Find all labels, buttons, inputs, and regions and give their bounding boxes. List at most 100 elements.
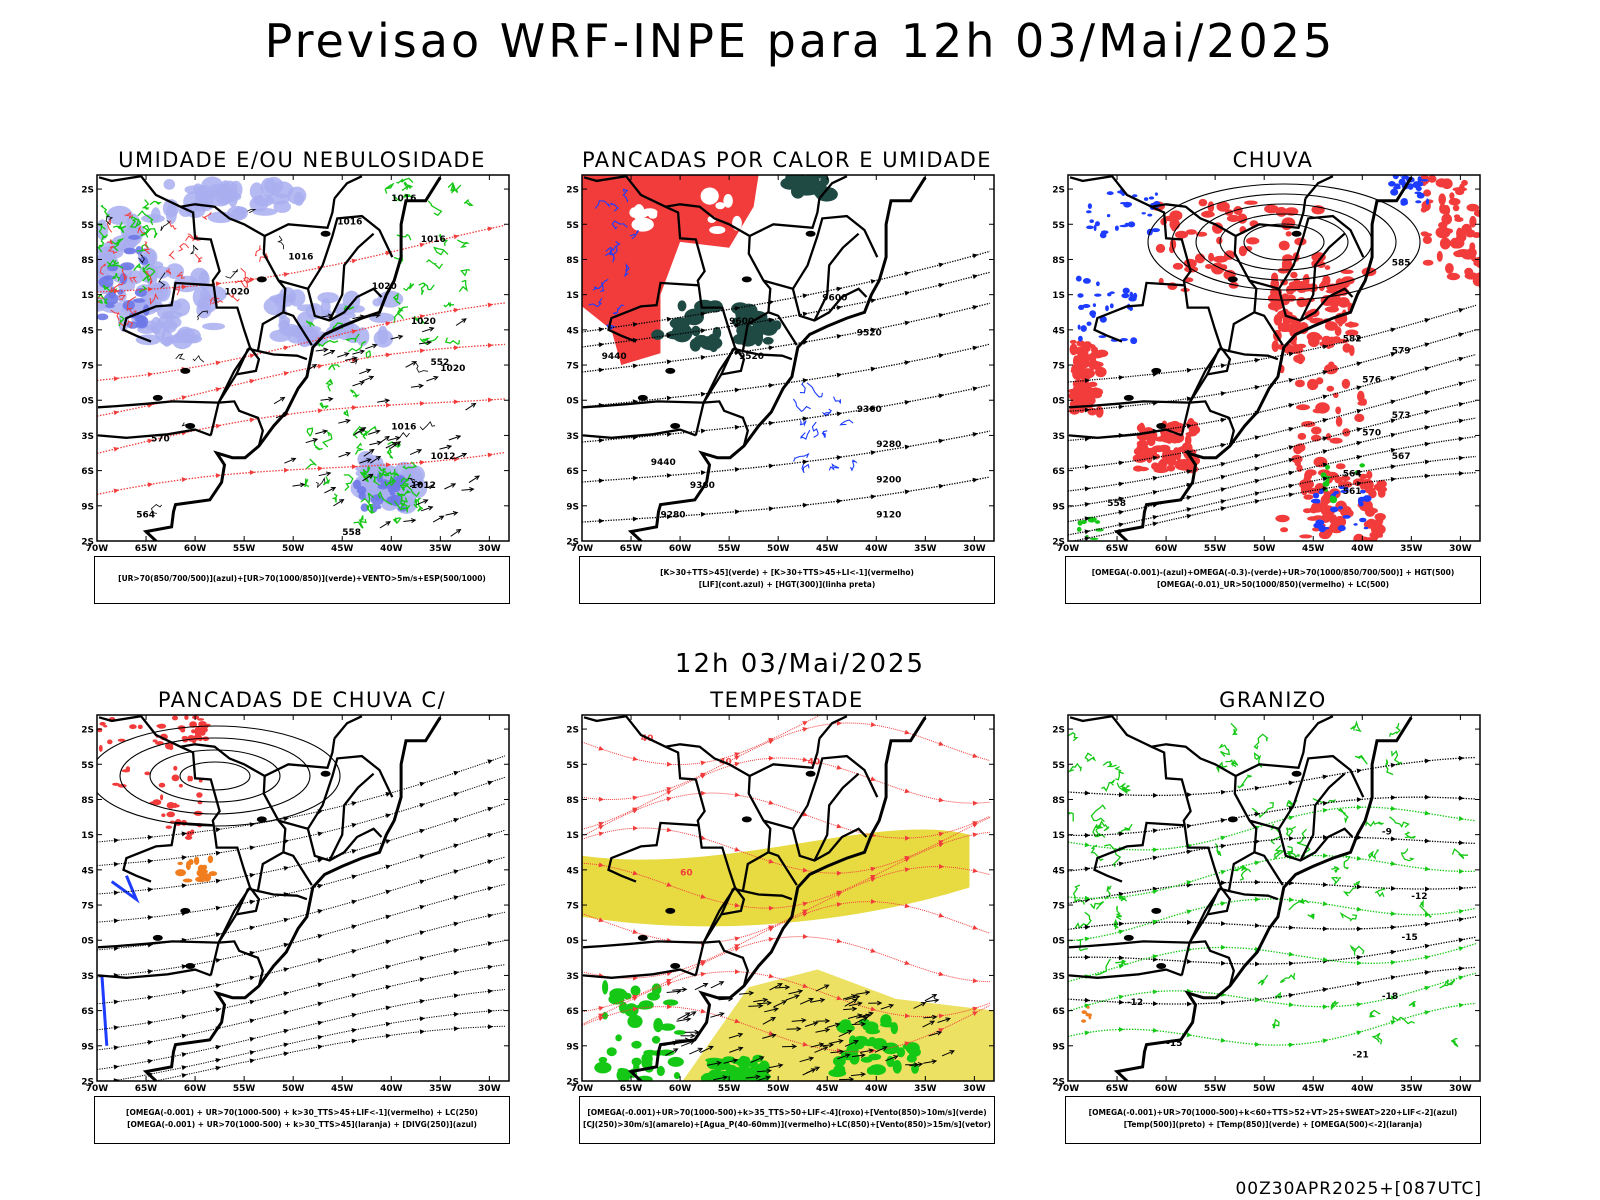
- lat-tick-label: 39S: [567, 1042, 579, 1052]
- lake: [665, 907, 676, 914]
- panel-legend: [OMEGA(-0.001)+UR>70(1000-500)+k<60+TTS>…: [1065, 1096, 1481, 1144]
- lon-tick-label: 70W: [571, 1084, 594, 1094]
- lat-tick-label: 42S: [82, 538, 94, 548]
- lake: [1227, 276, 1238, 283]
- lon-tick-label: 45W: [816, 544, 839, 554]
- lon-tick-label: 35W: [914, 544, 937, 554]
- contour-label: 1012: [411, 481, 436, 491]
- contour-line: [1068, 304, 1477, 383]
- lat-tick-label: 30S: [567, 397, 579, 407]
- contour-line: [582, 384, 991, 443]
- contour-line: [97, 911, 506, 1005]
- lon-tick-label: 30W: [1449, 544, 1472, 554]
- map-frame: [96, 714, 510, 1082]
- panel-title: TEMPESTADE: [710, 688, 864, 712]
- panel-pancadas-calor: PANCADAS POR CALOR E UMIDADE 9600 9520 9440…: [567, 148, 1007, 618]
- main-title: Previsao WRF-INPE para 12h 03/Mai/2025: [264, 14, 1336, 68]
- lake: [741, 276, 752, 283]
- lat-tick-label: 12S: [82, 186, 94, 196]
- map-frame: [1067, 174, 1481, 542]
- contour-label: 1020: [372, 282, 397, 292]
- forecast-map: -12 -15 -18 -21 -12 -15 -9 12S 15S 18S 21S 24S 27S 30…: [1053, 714, 1481, 1094]
- contour-label: -15: [1402, 933, 1418, 943]
- lon-tick-label: 60W: [184, 1084, 207, 1094]
- lake: [152, 934, 163, 941]
- contour-line: [97, 776, 506, 867]
- lon-tick-label: 60W: [1155, 544, 1178, 554]
- lat-tick-label: 21S: [1053, 291, 1065, 301]
- contour-line: [1070, 471, 1477, 541]
- lon-tick-label: 50W: [1253, 544, 1276, 554]
- lon-tick-label: 50W: [767, 1084, 790, 1094]
- contour-label: 573: [1392, 411, 1411, 421]
- valid-time-title: 12h 03/Mai/2025: [674, 649, 926, 679]
- lat-tick-label: 21S: [1053, 831, 1065, 841]
- contour-label: 585: [1392, 258, 1411, 268]
- contour-label: 582: [1343, 335, 1362, 345]
- lake: [670, 423, 681, 429]
- lake: [1156, 963, 1167, 969]
- contour-label: -21: [1353, 1051, 1369, 1061]
- lake: [1151, 367, 1162, 374]
- contour-line: [1068, 916, 1477, 931]
- political-borders: [97, 715, 394, 987]
- lat-tick-label: 15S: [82, 761, 94, 771]
- lat-tick-label: 15S: [1053, 761, 1065, 771]
- contour-line: [1068, 881, 1477, 905]
- lake: [1291, 770, 1302, 777]
- lake: [741, 816, 752, 823]
- contour-label: -12: [1411, 892, 1427, 902]
- lon-tick-label: 30W: [478, 1084, 501, 1094]
- lon-tick-label: 55W: [1204, 1084, 1227, 1094]
- lat-tick-label: 39S: [82, 502, 94, 512]
- lon-tick-label: 65W: [135, 1084, 158, 1094]
- lat-tick-label: 18S: [567, 796, 579, 806]
- contour-line: [1068, 379, 1477, 470]
- contour-line: [152, 1025, 506, 1081]
- lon-tick-label: 35W: [429, 544, 452, 554]
- legend-line: [OMEGA(-0.001)+UR>70(1000-500)+k<60+TTS>…: [1088, 1108, 1458, 1117]
- lat-tick-label: 30S: [1053, 937, 1065, 947]
- lat-tick-label: 30S: [567, 937, 579, 947]
- lon-tick-label: 70W: [1057, 544, 1080, 554]
- contour-line: [582, 430, 991, 483]
- lon-tick-label: 55W: [718, 1084, 741, 1094]
- lon-tick-label: 50W: [282, 1084, 305, 1094]
- lat-tick-label: 30S: [82, 397, 94, 407]
- lon-tick-label: 55W: [233, 1084, 256, 1094]
- lat-tick-label: 27S: [82, 362, 94, 372]
- panel-legend: [OMEGA(-0.001)-(azul)+OMEGA(-0.3)-(verde…: [1065, 556, 1481, 604]
- legend-line: [CJ(250)>30m/s](amarelo)+[Agua_P(40-60mm…: [583, 1120, 991, 1129]
- lat-tick-label: 36S: [82, 1007, 94, 1017]
- contour-line: [582, 476, 991, 523]
- legend-line: [OMEGA(-0.001) + UR>70(1000-500) + k>30_…: [127, 1120, 477, 1129]
- lake: [805, 770, 816, 777]
- coastline: [142, 176, 442, 541]
- lat-tick-label: 42S: [82, 1078, 94, 1088]
- lat-tick-label: 24S: [1053, 326, 1065, 336]
- contour-label: 60: [680, 869, 693, 879]
- lon-tick-label: 60W: [669, 1084, 692, 1094]
- contour-line: [1068, 400, 1477, 492]
- contour-label: -15: [1166, 1039, 1182, 1049]
- contour-line: [97, 964, 506, 1051]
- lon-tick-label: 65W: [620, 1084, 643, 1094]
- panel-legend: [UR>70(850/700/500)](azul)+[UR>70(1000/8…: [94, 556, 510, 604]
- contour-label: 552: [431, 358, 450, 368]
- lat-tick-label: 21S: [82, 291, 94, 301]
- contour-label: 9360: [857, 405, 882, 415]
- contour-label: 9280: [661, 511, 686, 521]
- contour-line: [1068, 435, 1477, 523]
- lat-tick-label: 33S: [1053, 432, 1065, 442]
- lat-tick-label: 27S: [1053, 902, 1065, 912]
- contour-line: [97, 829, 506, 923]
- contour-label: 1020: [411, 317, 436, 327]
- contour-label: -9: [1382, 828, 1392, 838]
- lon-tick-label: 30W: [963, 1084, 986, 1094]
- lon-tick-label: 70W: [1057, 1084, 1080, 1094]
- legend-line: [LIF](cont.azul) + [HGT(300)](linha pret…: [698, 580, 876, 589]
- lat-tick-label: 33S: [567, 972, 579, 982]
- panel-title: PANCADAS POR CALOR E UMIDADE: [581, 148, 993, 172]
- legend-line: [OMEGA(-0.001) + UR>70(1000-500) + k>30_…: [126, 1108, 478, 1117]
- lat-tick-label: 30S: [1053, 397, 1065, 407]
